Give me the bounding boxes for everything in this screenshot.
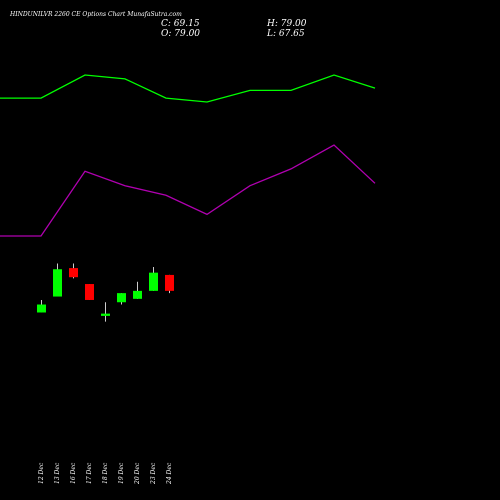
chart-title: HINDUNILVR 2260 CE Options Chart MunafaS… xyxy=(10,11,182,18)
candle-up xyxy=(101,313,110,316)
x-tick-label: 13 Dec xyxy=(54,462,61,484)
x-tick-label: 17 Dec xyxy=(86,462,93,484)
candle-up xyxy=(133,290,142,299)
candle-down xyxy=(165,274,174,291)
candle-up xyxy=(53,269,62,297)
x-tick-label: 23 Dec xyxy=(150,462,157,485)
candle-down xyxy=(85,284,94,300)
candle-down xyxy=(69,268,78,278)
low-value: L: 67.65 xyxy=(267,29,305,39)
open-value: O: 79.00 xyxy=(161,29,201,39)
high-value: H: 79.00 xyxy=(267,19,307,29)
green-indicator-line xyxy=(0,74,376,103)
x-tick-label: 12 Dec xyxy=(38,462,45,484)
x-tick-label: 24 Dec xyxy=(166,462,173,485)
candle-up xyxy=(149,272,158,291)
candle-up xyxy=(117,293,126,303)
x-tick-label: 19 Dec xyxy=(118,462,125,484)
magenta-indicator-line xyxy=(0,144,376,237)
x-tick-label: 18 Dec xyxy=(102,462,109,484)
x-tick-label: 16 Dec xyxy=(70,462,77,484)
x-tick-label: 20 Dec xyxy=(134,462,141,485)
candle-up xyxy=(37,304,46,313)
close-value: C: 69.15 xyxy=(161,19,200,29)
